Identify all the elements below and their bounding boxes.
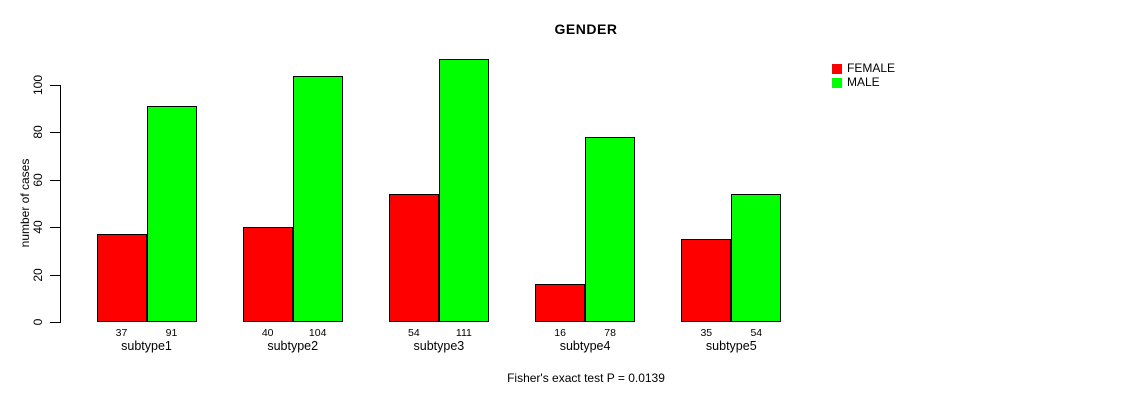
category-label-subtype1: subtype1: [121, 339, 172, 353]
y-tick: [50, 132, 60, 133]
chart-title: GENDER: [554, 21, 618, 37]
bar-value-label-male-subtype1: 91: [165, 327, 178, 339]
y-tick-label: 60: [31, 173, 45, 187]
y-tick-label: 80: [31, 125, 45, 140]
category-label-subtype4: subtype4: [559, 339, 611, 353]
legend-row-female: FEMALE: [832, 62, 895, 75]
caption-fisher-test: Fisher's exact test P = 0.0139: [507, 371, 665, 385]
category-label-subtype2: subtype2: [267, 339, 319, 353]
bar-value-label-female-subtype4: 16: [554, 327, 566, 339]
legend-swatch-female: [832, 63, 842, 74]
y-tick-label: 20: [31, 267, 45, 282]
bar-female-subtype2: [242, 227, 293, 322]
y-tick: [50, 322, 60, 323]
legend: FEMALE MALE: [832, 62, 895, 90]
bar-male-subtype1: [146, 106, 197, 322]
bar-female-subtype3: [388, 194, 439, 322]
y-axis-label: number of cases: [18, 158, 32, 248]
bar-male-subtype5: [731, 194, 782, 322]
y-tick: [50, 180, 60, 181]
y-tick-label: 40: [31, 220, 45, 234]
bar-value-label-male-subtype5: 54: [750, 327, 763, 339]
bar-value-label-male-subtype2: 104: [308, 327, 327, 339]
bar-female-subtype5: [681, 239, 732, 322]
bar-value-label-female-subtype1: 37: [115, 327, 128, 339]
y-tick: [50, 275, 60, 276]
y-tick-label: 0: [31, 318, 45, 326]
bar-male-subtype3: [438, 58, 489, 322]
bar-value-label-male-subtype4: 78: [604, 327, 616, 339]
category-label-subtype5: subtype5: [705, 339, 757, 353]
y-tick-label: 100: [31, 74, 45, 96]
legend-label-male: MALE: [847, 75, 880, 89]
bar-male-subtype2: [292, 75, 343, 322]
y-axis-line: [60, 85, 61, 323]
bar-value-label-female-subtype2: 40: [261, 327, 274, 339]
y-tick: [50, 227, 60, 228]
bar-value-label-female-subtype5: 35: [700, 327, 713, 339]
legend-row-male: MALE: [832, 76, 895, 89]
bar-value-label-male-subtype3: 111: [455, 327, 472, 339]
legend-swatch-male: [832, 77, 842, 88]
bar-value-label-female-subtype3: 54: [408, 327, 420, 339]
bar-female-subtype4: [535, 284, 586, 322]
legend-label-female: FEMALE: [847, 61, 896, 75]
bar-female-subtype1: [96, 234, 147, 322]
bar-male-subtype4: [585, 137, 636, 322]
category-label-subtype3: subtype3: [413, 339, 465, 353]
y-tick: [50, 85, 60, 86]
